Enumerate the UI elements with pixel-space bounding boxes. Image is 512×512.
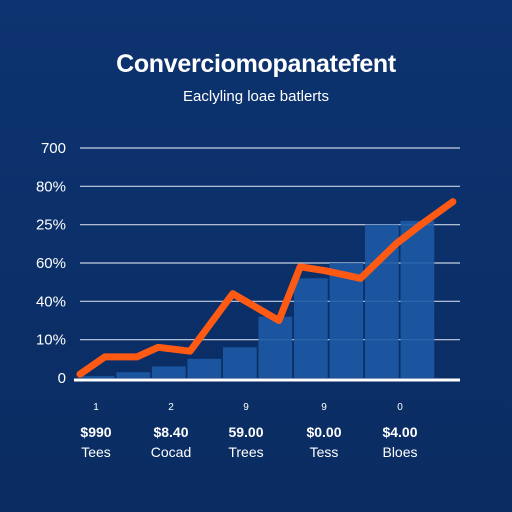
bar xyxy=(258,316,293,378)
bar xyxy=(80,376,115,378)
series-line xyxy=(76,198,457,378)
x-value-label: $4.00 xyxy=(382,424,417,440)
bar xyxy=(222,347,257,378)
x-value-label: $8.40 xyxy=(153,424,188,440)
y-tick-label: 80% xyxy=(36,178,66,195)
chart-title: Converciomopanatefent xyxy=(116,50,396,78)
y-tick-label: 25% xyxy=(36,217,66,234)
bar xyxy=(116,372,151,378)
x-tick-index: 1 xyxy=(93,402,99,413)
x-value-label: $990 xyxy=(80,424,111,440)
bar xyxy=(151,366,186,378)
x-tick-index: 9 xyxy=(321,402,327,413)
y-tick-label: 700 xyxy=(41,140,66,157)
x-tick-index: 2 xyxy=(168,402,174,413)
y-tick-label: 40% xyxy=(36,293,66,310)
x-value-label: 59.00 xyxy=(228,424,263,440)
x-category-label: Bloes xyxy=(382,444,417,460)
x-category-label: Tess xyxy=(310,444,339,460)
bar xyxy=(293,278,328,378)
x-category-label: Cocad xyxy=(151,444,191,460)
y-tick-label: 10% xyxy=(36,332,66,349)
y-tick-label: 0 xyxy=(58,370,66,387)
x-category-label: Trees xyxy=(228,444,263,460)
x-category-label: Tees xyxy=(81,444,111,460)
bar xyxy=(187,358,222,378)
y-tick-label: 60% xyxy=(36,255,66,272)
chart-subtitle: Eaclyling loae batlerts xyxy=(183,88,329,105)
bar xyxy=(329,263,364,378)
x-tick-index: 0 xyxy=(397,402,403,413)
x-value-label: $0.00 xyxy=(306,424,341,440)
x-tick-index: 9 xyxy=(243,402,249,413)
bar xyxy=(400,220,435,378)
